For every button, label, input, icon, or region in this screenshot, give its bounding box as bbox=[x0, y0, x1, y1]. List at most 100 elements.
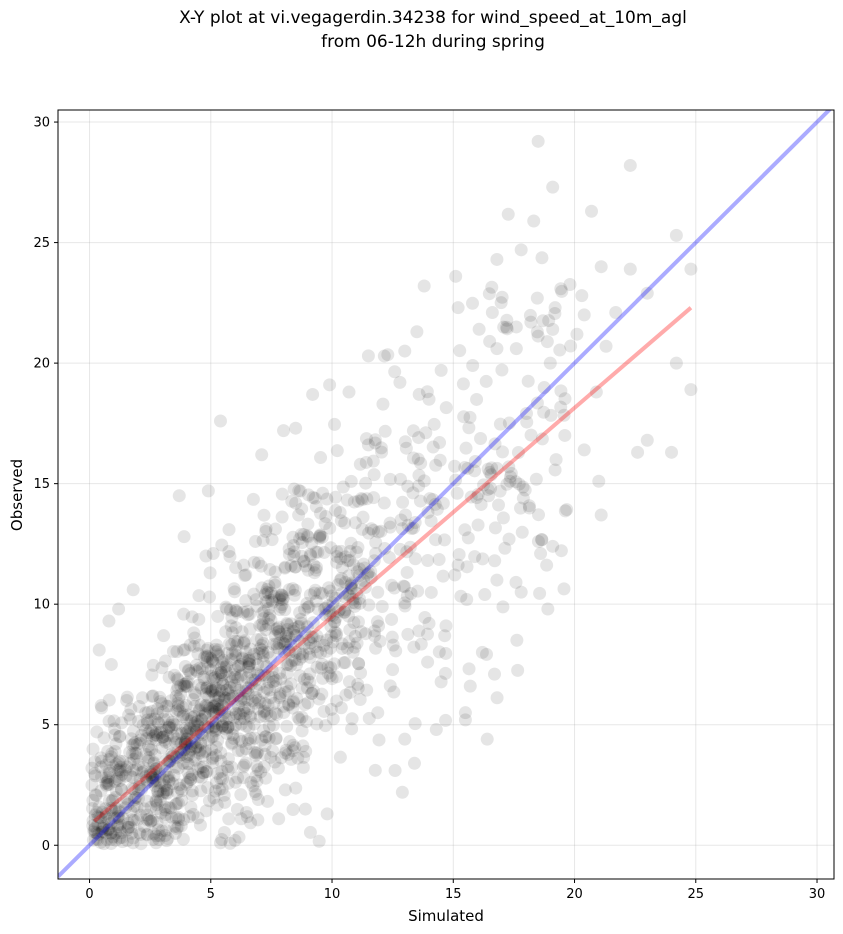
scatter-point bbox=[350, 636, 364, 650]
scatter-point bbox=[160, 729, 174, 743]
scatter-point bbox=[284, 658, 298, 672]
scatter-point bbox=[162, 770, 176, 784]
scatter-point bbox=[406, 424, 420, 438]
scatter-point bbox=[329, 628, 343, 642]
scatter-point bbox=[177, 813, 191, 827]
scatter-point bbox=[306, 491, 320, 505]
scatter-point bbox=[385, 578, 399, 592]
scatter-point bbox=[112, 805, 126, 819]
scatter-point bbox=[243, 607, 257, 621]
scatter-point bbox=[262, 670, 276, 684]
scatter-point bbox=[247, 717, 261, 731]
scatter-point bbox=[330, 626, 344, 640]
scatter-point bbox=[350, 587, 364, 601]
scatter-point bbox=[198, 699, 212, 713]
scatter-point bbox=[270, 707, 284, 721]
scatter-point bbox=[146, 771, 160, 785]
scatter-point bbox=[301, 530, 315, 544]
scatter-point bbox=[480, 647, 494, 661]
scatter-point bbox=[140, 732, 154, 746]
scatter-point bbox=[153, 726, 167, 740]
scatter-point bbox=[503, 470, 517, 484]
scatter-point bbox=[104, 816, 118, 830]
scatter-point bbox=[289, 496, 303, 510]
scatter-point bbox=[150, 816, 164, 830]
scatter-point bbox=[246, 492, 260, 506]
scatter-point bbox=[263, 608, 277, 622]
scatter-point bbox=[438, 629, 452, 643]
scatter-point bbox=[192, 678, 206, 692]
scatter-point bbox=[194, 760, 208, 774]
scatter-point bbox=[313, 528, 327, 542]
scatter-point bbox=[221, 721, 235, 735]
scatter-point bbox=[122, 708, 136, 722]
scatter-point bbox=[256, 649, 270, 663]
scatter-point bbox=[278, 637, 292, 651]
scatter-point bbox=[120, 760, 134, 774]
scatter-point bbox=[166, 777, 180, 791]
scatter-point bbox=[398, 344, 412, 358]
scatter-point bbox=[264, 750, 278, 764]
scatter-point bbox=[176, 710, 190, 724]
scatter-point bbox=[286, 539, 300, 553]
scatter-point bbox=[151, 715, 165, 729]
scatter-point bbox=[146, 767, 160, 781]
scatter-point bbox=[535, 432, 549, 446]
scatter-point bbox=[317, 638, 331, 652]
scatter-point bbox=[132, 780, 146, 794]
scatter-point bbox=[115, 835, 129, 849]
scatter-point bbox=[182, 663, 196, 677]
scatter-point bbox=[313, 529, 327, 543]
scatter-point bbox=[333, 573, 347, 587]
scatter-point bbox=[640, 286, 654, 300]
scatter-point bbox=[309, 500, 323, 514]
scatter-point bbox=[488, 667, 501, 681]
scatter-point bbox=[511, 663, 525, 677]
scatter-point bbox=[359, 627, 373, 641]
scatter-point bbox=[375, 445, 389, 459]
scatter-point bbox=[557, 582, 571, 596]
scatter-point bbox=[248, 745, 262, 759]
scatter-point bbox=[142, 726, 156, 740]
scatter-point bbox=[149, 773, 163, 787]
scatter-point bbox=[239, 684, 253, 698]
scatter-point bbox=[286, 803, 300, 817]
scatter-point bbox=[113, 729, 127, 743]
scatter-point bbox=[105, 747, 119, 761]
scatter-point bbox=[181, 725, 195, 739]
scatter-point bbox=[91, 810, 105, 824]
scatter-point bbox=[145, 743, 159, 757]
y-tick-label: 0 bbox=[42, 839, 50, 854]
scatter-point bbox=[251, 693, 265, 707]
scatter-point bbox=[211, 733, 225, 747]
scatter-point bbox=[171, 699, 185, 713]
scatter-point bbox=[353, 596, 367, 610]
scatter-point bbox=[139, 706, 153, 720]
scatter-point bbox=[292, 484, 306, 498]
scatter-point bbox=[139, 723, 153, 737]
scatter-point bbox=[400, 589, 414, 603]
scatter-point bbox=[301, 517, 315, 531]
scatter-point bbox=[272, 624, 286, 638]
scatter-point bbox=[575, 289, 589, 303]
scatter-point bbox=[180, 750, 194, 764]
scatter-point bbox=[180, 712, 194, 726]
scatter-point bbox=[235, 734, 249, 748]
scatter-point bbox=[275, 597, 289, 611]
scatter-point bbox=[320, 644, 334, 658]
scatter-point bbox=[217, 693, 231, 707]
scatter-point bbox=[240, 671, 254, 685]
scatter-point bbox=[553, 343, 567, 357]
scatter-point bbox=[297, 528, 311, 542]
scatter-point bbox=[152, 760, 166, 774]
scatter-point bbox=[295, 502, 309, 516]
scatter-point bbox=[367, 554, 381, 568]
scatter-point bbox=[542, 314, 556, 328]
scatter-point bbox=[85, 801, 99, 815]
scatter-point bbox=[355, 522, 369, 536]
scatter-point bbox=[287, 545, 301, 559]
scatter-point bbox=[120, 693, 134, 707]
scatter-point bbox=[268, 565, 282, 579]
scatter-point bbox=[359, 455, 373, 469]
scatter-point bbox=[326, 635, 340, 649]
